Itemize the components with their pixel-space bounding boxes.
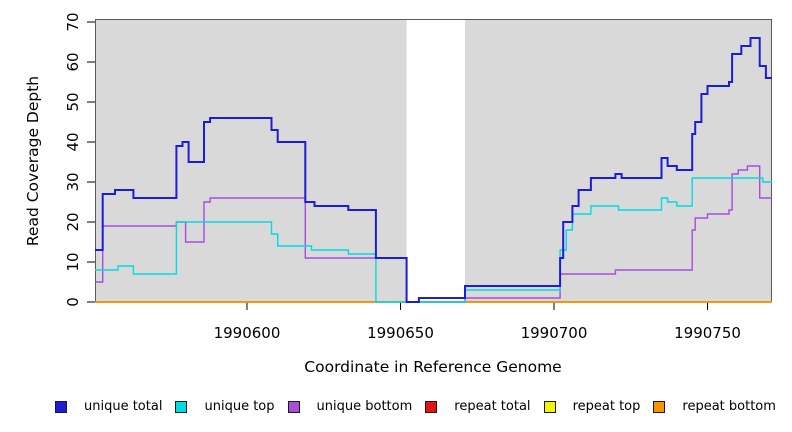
x-tick-label: 1990600 (214, 324, 281, 342)
y-tick-label: 0 (64, 297, 82, 307)
y-tick-label: 10 (64, 252, 82, 271)
legend-label-unique-bottom: unique bottom (316, 399, 413, 414)
chart-legend: unique total unique top unique bottom repea… (55, 399, 776, 414)
legend-swatch-unique-bottom (287, 400, 300, 413)
x-tick-label: 1990700 (521, 324, 588, 342)
read-coverage-chart: 0 10 20 30 40 50 60 70 1990600 1990650 1990700 1990… (24, 12, 772, 376)
series-line-unique-bottom (95, 165, 772, 303)
legend-label-unique-top: unique top (204, 399, 275, 414)
legend-label-repeat-bottom: repeat bottom (682, 399, 776, 414)
y-tick-label: 30 (64, 172, 82, 191)
legend-item-unique-total: unique total (55, 399, 162, 414)
legend-label-repeat-total: repeat total (454, 399, 531, 414)
y-tick-label: 60 (64, 52, 82, 71)
x-tick-label: 1990750 (674, 324, 741, 342)
x-axis-title: Coordinate in Reference Genome (304, 358, 561, 376)
y-axis-title: Read Coverage Depth (24, 76, 42, 246)
legend-item-repeat-top: repeat top (543, 399, 641, 414)
y-tick-label: 50 (64, 92, 82, 111)
legend-swatch-repeat-total (425, 400, 438, 413)
legend-item-repeat-bottom: repeat bottom (653, 399, 776, 414)
series-group (95, 37, 772, 303)
legend-label-unique-total: unique total (84, 399, 163, 414)
legend-swatch-repeat-bottom (653, 400, 666, 413)
legend-swatch-repeat-top (543, 400, 556, 413)
no-data-gap-band (406, 20, 465, 302)
legend-swatch-unique-total (55, 400, 67, 413)
x-tick-label: 1990650 (367, 324, 434, 342)
y-tick-label: 20 (64, 212, 82, 231)
legend-item-unique-bottom: unique bottom (287, 399, 413, 414)
legend-swatch-unique-top (175, 400, 188, 413)
plot-area: 0 10 20 30 40 50 60 70 1990600 1990650 1990700 1990… (64, 12, 772, 342)
y-tick-label: 70 (64, 12, 82, 31)
legend-item-repeat-total: repeat total (425, 399, 531, 414)
legend-label-repeat-top: repeat top (572, 399, 641, 414)
y-tick-label: 40 (64, 132, 82, 151)
legend-item-unique-top: unique top (175, 399, 275, 414)
series-line-unique-total (95, 37, 772, 303)
